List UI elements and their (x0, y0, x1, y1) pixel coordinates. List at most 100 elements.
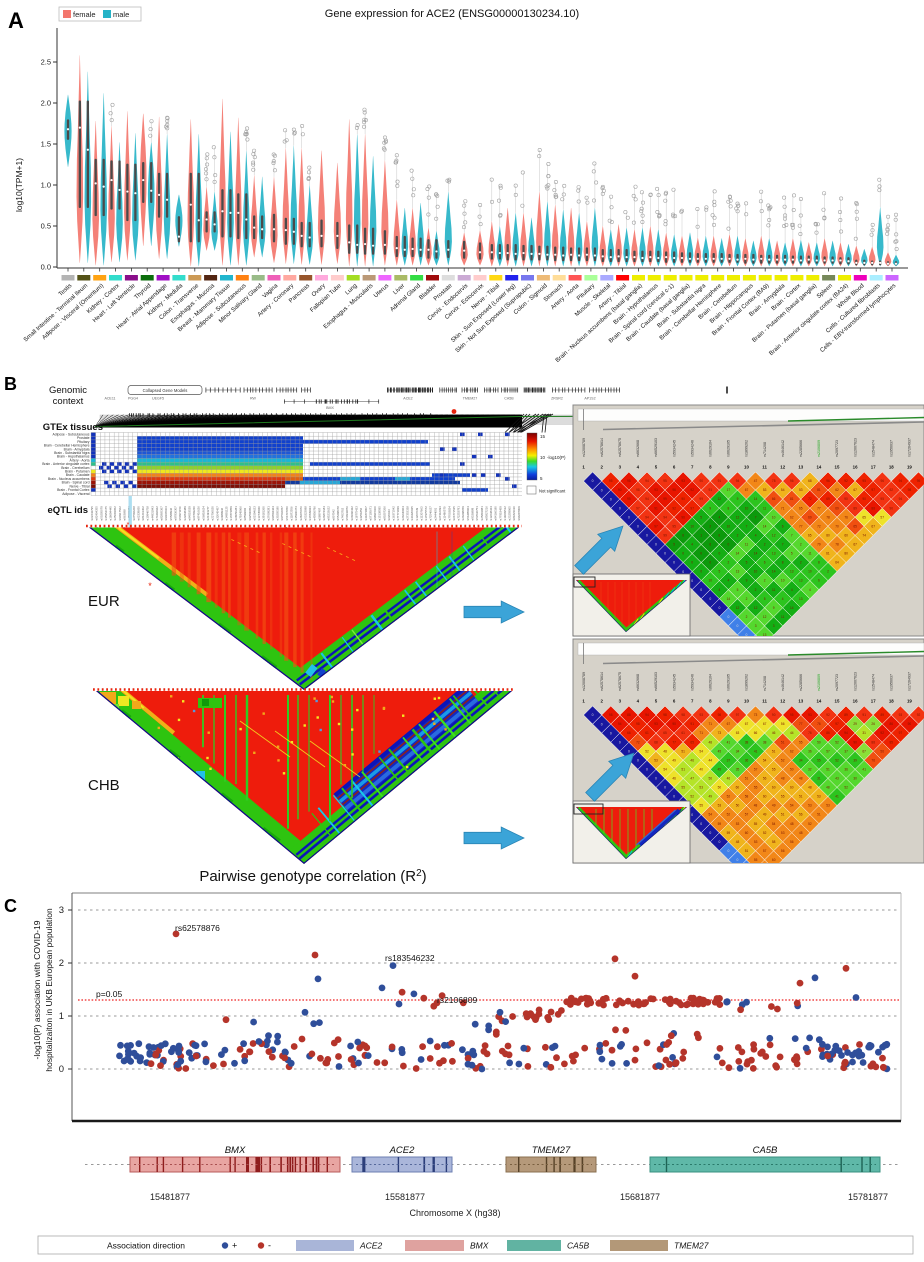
svg-text:rs1548474: rs1548474 (871, 674, 875, 691)
svg-text:96: 96 (672, 488, 676, 492)
svg-text:rs66771535: rs66771535 (452, 506, 456, 521)
svg-text:rs50943876: rs50943876 (345, 506, 349, 521)
svg-text:rs620043: rs620043 (387, 509, 391, 521)
svg-text:95: 95 (609, 479, 613, 483)
svg-text:17: 17 (871, 465, 876, 470)
svg-text:0: 0 (592, 479, 594, 483)
svg-text:0: 0 (727, 849, 729, 853)
svg-text:16: 16 (853, 465, 858, 470)
svg-text:10: 10 (709, 579, 713, 583)
svg-text:57: 57 (763, 849, 767, 853)
svg-text:92: 92 (690, 488, 694, 492)
svg-text:2: 2 (800, 561, 802, 565)
svg-text:rs82865367: rs82865367 (160, 506, 164, 521)
svg-text:16: 16 (853, 699, 858, 704)
svg-text:54: 54 (699, 749, 703, 753)
svg-text:0: 0 (737, 624, 739, 628)
svg-text:49: 49 (672, 758, 676, 762)
svg-text:rs90917562: rs90917562 (118, 506, 122, 521)
svg-text:89: 89 (881, 713, 885, 717)
svg-text:rs2097723: rs2097723 (835, 440, 839, 457)
svg-text:77: 77 (672, 740, 676, 744)
svg-text:99: 99 (663, 534, 667, 538)
svg-text:0: 0 (592, 713, 594, 717)
svg-text:rs44420935: rs44420935 (410, 506, 414, 521)
svg-text:eQTL ids: eQTL ids (48, 505, 88, 516)
svg-text:1: 1 (59, 1011, 64, 1022)
svg-text:48: 48 (736, 840, 740, 844)
svg-text:67: 67 (862, 749, 866, 753)
svg-text:rs6989936: rs6989936 (220, 507, 224, 521)
svg-text:94: 94 (618, 722, 622, 726)
svg-text:97: 97 (835, 722, 839, 726)
svg-text:rs53536751: rs53536751 (475, 506, 479, 521)
svg-text:0: 0 (682, 552, 684, 556)
svg-text:Pituitary: Pituitary (77, 440, 90, 444)
svg-text:7: 7 (746, 524, 748, 528)
svg-text:14: 14 (816, 699, 821, 704)
svg-text:2: 2 (746, 615, 748, 619)
svg-text:rs6632668: rs6632668 (636, 440, 640, 457)
svg-text:15: 15 (835, 465, 840, 470)
svg-text:58: 58 (772, 840, 776, 844)
svg-text:2: 2 (728, 561, 730, 565)
svg-text:rs56818624: rs56818624 (201, 506, 205, 521)
svg-text:0: 0 (601, 488, 603, 492)
svg-text:98: 98 (636, 488, 640, 492)
svg-text:Gene expression for ACE2 (ENSG: Gene expression for ACE2 (ENSG0000013023… (325, 8, 579, 20)
svg-text:0: 0 (646, 534, 648, 538)
svg-text:2: 2 (709, 524, 711, 528)
svg-text:14: 14 (727, 597, 731, 601)
svg-text:37: 37 (727, 758, 731, 762)
svg-text:rs35900373: rs35900373 (294, 506, 298, 521)
svg-text:77: 77 (799, 524, 803, 528)
svg-text:rs94519539: rs94519539 (187, 506, 191, 521)
svg-text:98: 98 (681, 713, 685, 717)
svg-text:rs56707050: rs56707050 (285, 506, 289, 521)
svg-text:94: 94 (844, 731, 848, 735)
svg-text:67: 67 (871, 524, 875, 528)
svg-text:78: 78 (835, 543, 839, 547)
svg-text:52: 52 (781, 758, 785, 762)
svg-text:11: 11 (763, 506, 767, 510)
svg-text:98: 98 (636, 722, 640, 726)
svg-text:41: 41 (862, 768, 866, 772)
svg-text:Prostate: Prostate (77, 436, 90, 440)
svg-text:68: 68 (654, 740, 658, 744)
svg-text:1: 1 (582, 465, 585, 470)
svg-text:Brain - Substantia nigra: Brain - Substantia nigra (54, 451, 90, 455)
svg-text:60: 60 (772, 858, 776, 862)
svg-text:0: 0 (719, 552, 721, 556)
svg-text:36: 36 (745, 758, 749, 762)
svg-text:34: 34 (799, 758, 803, 762)
svg-text:7: 7 (691, 465, 694, 470)
svg-text:Association direction: Association direction (107, 1241, 185, 1251)
svg-text:BMX: BMX (225, 1145, 246, 1156)
svg-text:0: 0 (691, 579, 693, 583)
svg-text:17: 17 (727, 488, 731, 492)
svg-text:rs26874184: rs26874184 (322, 506, 326, 521)
svg-text:90: 90 (890, 506, 894, 510)
svg-text:rs1899202: rs1899202 (745, 674, 749, 691)
svg-text:rs28270976: rs28270976 (299, 506, 303, 521)
svg-text:50: 50 (736, 804, 740, 808)
svg-text:53: 53 (763, 488, 767, 492)
svg-text:rs6632668: rs6632668 (636, 674, 640, 691)
svg-text:10: 10 (745, 506, 749, 510)
svg-text:52: 52 (727, 795, 731, 799)
svg-text:rs4646142: rs4646142 (781, 440, 785, 457)
svg-text:12: 12 (780, 699, 785, 704)
svg-text:9: 9 (727, 699, 730, 704)
svg-text:rs94065603: rs94065603 (164, 506, 168, 521)
svg-text:TMEM27: TMEM27 (463, 397, 478, 401)
svg-text:62: 62 (790, 515, 794, 519)
svg-text:47: 47 (754, 479, 758, 483)
svg-text:6: 6 (782, 524, 784, 528)
svg-text:rs17975572: rs17975572 (424, 506, 428, 521)
svg-text:55: 55 (754, 822, 758, 826)
svg-text:50: 50 (817, 740, 821, 744)
svg-text:90: 90 (700, 479, 704, 483)
svg-text:Brain - Putamen: Brain - Putamen (65, 470, 90, 474)
svg-text:11: 11 (745, 543, 749, 547)
svg-text:54: 54 (772, 822, 776, 826)
